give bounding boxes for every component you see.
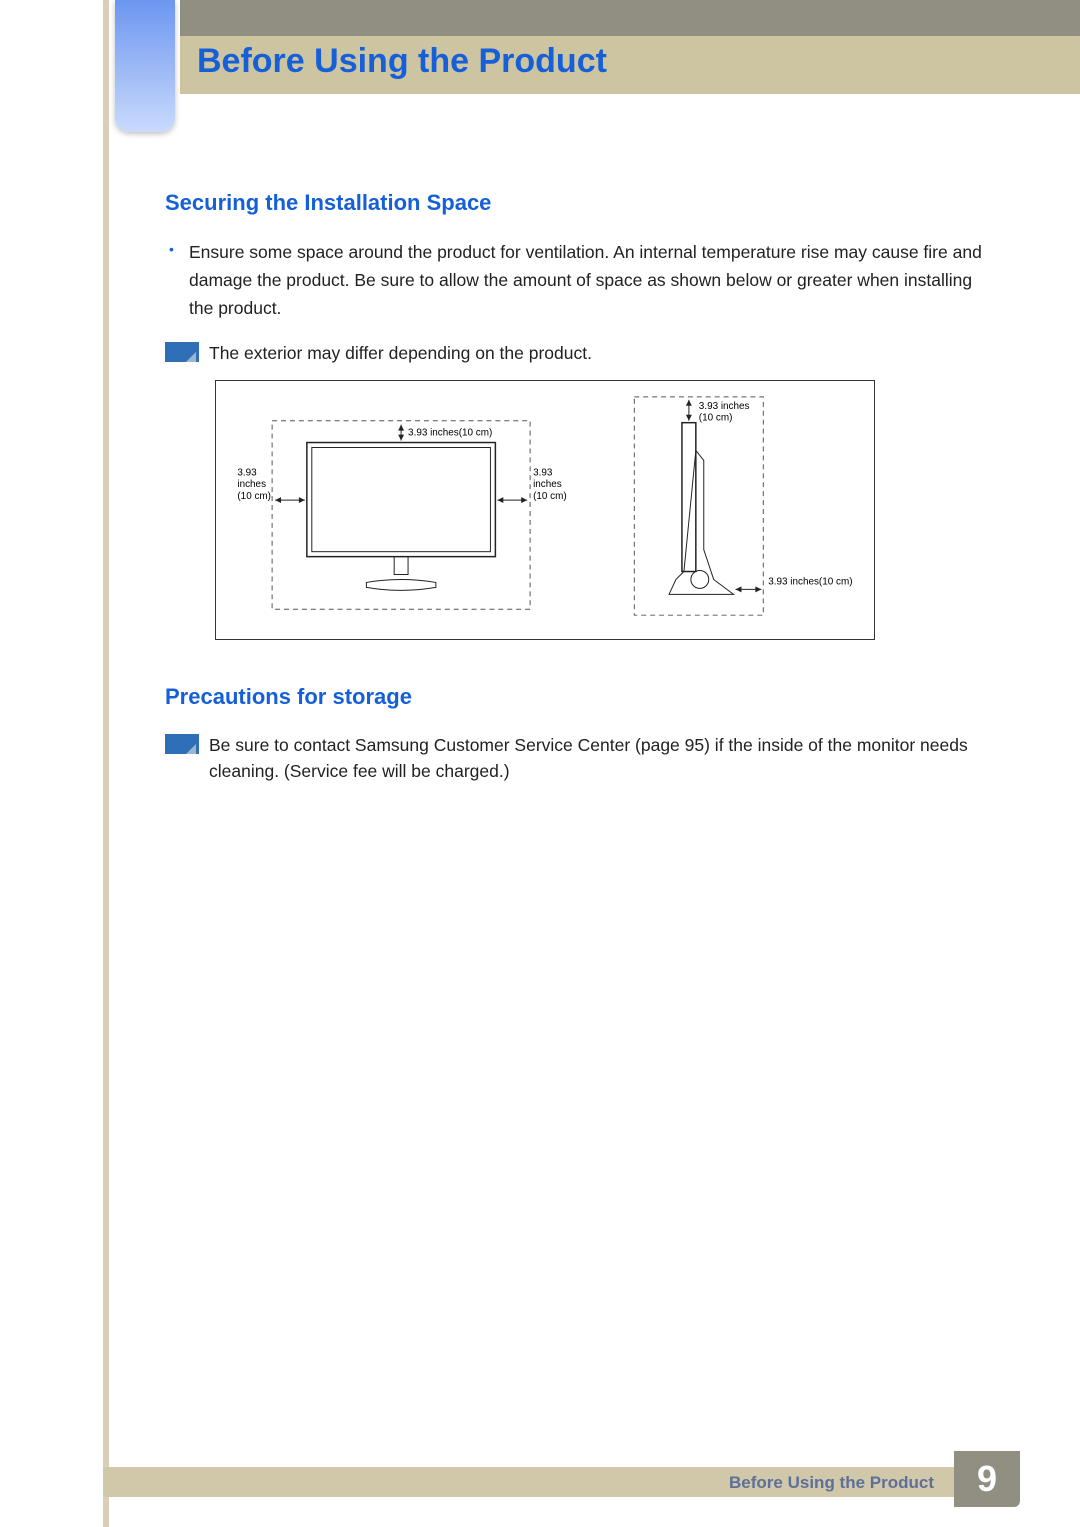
diagram-label-left-1: 3.93 <box>237 467 257 478</box>
bullet-marker: • <box>165 238 189 322</box>
page-number: 9 <box>954 1451 1020 1507</box>
diagram-label-top: 3.93 inches(10 cm) <box>408 428 492 439</box>
footer-chapter-text: Before Using the Product <box>729 1473 934 1493</box>
diagram-label-side-top-1: 3.93 inches <box>699 401 750 412</box>
diagram-svg: 3.93 inches(10 cm) 3.93 inches (10 cm) 3… <box>216 381 874 639</box>
diagram-label-right-3: (10 cm) <box>533 491 567 502</box>
diagram-label-right-2: inches <box>533 479 562 490</box>
page-content: Securing the Installation Space • Ensure… <box>165 190 995 798</box>
chapter-tab <box>115 0 175 132</box>
note-text: The exterior may differ depending on the… <box>209 340 592 366</box>
note-row: Be sure to contact Samsung Customer Serv… <box>165 732 995 784</box>
diagram-label-right-1: 3.93 <box>533 467 553 478</box>
diagram-label-side-bottom: 3.93 inches(10 cm) <box>768 576 852 587</box>
header-gray-band <box>180 0 1080 36</box>
chapter-title: Before Using the Product <box>197 42 607 81</box>
note-icon <box>165 342 199 362</box>
diagram-label-left-3: (10 cm) <box>237 491 271 502</box>
page-footer: Before Using the Product 9 <box>103 1449 1020 1497</box>
section-heading-installation-space: Securing the Installation Space <box>165 190 995 216</box>
bullet-text: Ensure some space around the product for… <box>189 238 995 322</box>
note-row: The exterior may differ depending on the… <box>165 340 995 366</box>
left-margin-stripe <box>103 0 109 1300</box>
clearance-diagram: 3.93 inches(10 cm) 3.93 inches (10 cm) 3… <box>215 380 875 640</box>
note-text: Be sure to contact Samsung Customer Serv… <box>209 732 995 784</box>
diagram-label-left-2: inches <box>237 479 266 490</box>
note-icon <box>165 734 199 754</box>
diagram-label-side-top-2: (10 cm) <box>699 413 733 424</box>
section-heading-storage: Precautions for storage <box>165 684 995 710</box>
bullet-item: • Ensure some space around the product f… <box>165 238 995 322</box>
